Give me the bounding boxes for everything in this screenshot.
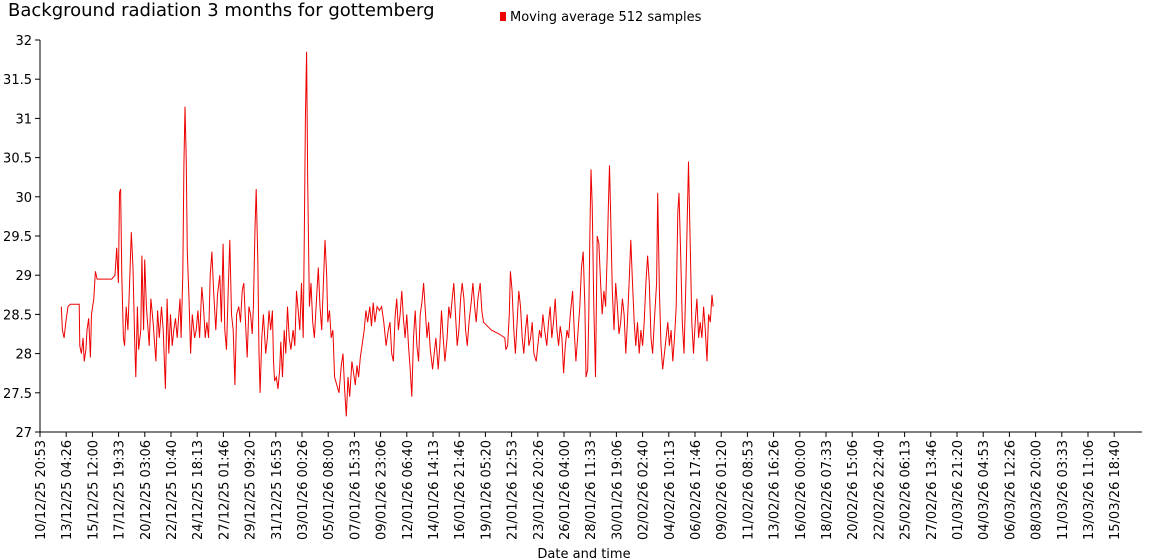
x-tick-label: 10/12/25 20:53: [34, 440, 49, 540]
x-tick-label: 13/03/26 11:06: [1082, 440, 1097, 540]
x-axis-title: Date and time: [537, 547, 630, 560]
x-tick-label: 14/01/26 14:13: [427, 440, 442, 540]
x-tick-label: 28/01/26 11:33: [584, 440, 599, 540]
x-ticks: 10/12/25 20:53 13/12/25 04:26 15/12/25 12:…: [34, 432, 1123, 540]
x-tick-label: 22/02/26 22:40: [872, 440, 887, 540]
axes: [39, 40, 1142, 433]
x-tick-label: 25/02/26 06:13: [899, 440, 914, 540]
chart-title: Background radiation 3 months for gottem…: [8, 0, 435, 21]
x-tick-label: 13/02/26 16:26: [768, 440, 783, 540]
x-tick-label: 30/01/26 19:06: [610, 440, 625, 540]
x-tick-label: 15/03/26 18:40: [1108, 440, 1123, 540]
x-tick-label: 01/03/26 21:20: [951, 440, 966, 540]
x-tick-label: 18/02/26 07:33: [820, 440, 835, 540]
y-tick-label: 32: [15, 34, 32, 49]
x-tick-label: 17/12/25 19:33: [113, 440, 128, 540]
x-tick-label: 07/01/26 15:33: [348, 440, 363, 540]
y-tick-label: 31.5: [3, 73, 32, 88]
x-tick-label: 27/02/26 13:46: [925, 440, 940, 540]
y-tick-label: 28: [15, 348, 32, 363]
x-tick-label: 19/01/26 05:20: [479, 440, 494, 540]
x-tick-label: 11/02/26 08:53: [741, 440, 756, 540]
y-ticks: 27 27.5 28 28.5 29 29.5 30 30.5 31 31.5 32: [3, 34, 40, 441]
x-tick-label: 09/02/26 01:20: [715, 440, 730, 540]
y-tick-label: 30.5: [3, 152, 32, 167]
x-tick-label: 16/02/26 00:00: [794, 440, 809, 540]
y-tick-label: 27.5: [3, 387, 32, 402]
x-tick-label: 22/12/25 10:40: [165, 440, 180, 540]
series-line-moving-average: [60, 51, 714, 417]
x-tick-label: 08/03/26 20:00: [1030, 440, 1045, 540]
x-tick-label: 20/02/26 15:06: [846, 440, 861, 540]
x-tick-label: 03/01/26 00:26: [296, 440, 311, 540]
x-tick-label: 02/02/26 02:40: [637, 440, 652, 540]
x-tick-label: 04/02/26 10:13: [663, 440, 678, 540]
x-tick-label: 16/01/26 21:46: [453, 440, 468, 540]
x-tick-label: 26/01/26 04:00: [558, 440, 573, 540]
y-tick-label: 28.5: [3, 308, 32, 323]
x-tick-label: 23/01/26 20:26: [532, 440, 547, 540]
x-tick-label: 31/12/25 16:53: [270, 440, 285, 540]
x-tick-label: 21/01/26 12:53: [506, 440, 521, 540]
x-tick-label: 06/03/26 12:26: [1003, 440, 1018, 540]
y-tick-label: 31: [15, 112, 32, 127]
legend-label: Moving average 512 samples: [510, 10, 702, 25]
x-tick-label: 04/03/26 04:53: [977, 440, 992, 540]
x-tick-label: 11/03/26 03:33: [1056, 440, 1071, 540]
x-tick-label: 06/02/26 17:46: [689, 440, 704, 540]
y-tick-label: 27: [15, 426, 32, 441]
x-tick-label: 27/12/25 01:46: [217, 440, 232, 540]
legend: Moving average 512 samples: [500, 10, 702, 25]
x-tick-label: 29/12/25 09:20: [244, 440, 259, 540]
x-tick-label: 12/01/26 06:40: [401, 440, 416, 540]
legend-swatch: [500, 12, 506, 21]
y-tick-label: 29: [15, 269, 32, 284]
x-tick-label: 05/01/26 08:00: [322, 440, 337, 540]
x-tick-label: 09/01/26 23:06: [375, 440, 390, 540]
y-tick-label: 29.5: [3, 230, 32, 245]
x-tick-label: 13/12/25 04:26: [60, 440, 75, 540]
x-tick-label: 24/12/25 18:13: [191, 440, 206, 540]
x-tick-label: 20/12/25 03:06: [139, 440, 154, 540]
y-tick-label: 30: [15, 191, 32, 206]
x-tick-label: 15/12/25 12:00: [86, 440, 101, 540]
